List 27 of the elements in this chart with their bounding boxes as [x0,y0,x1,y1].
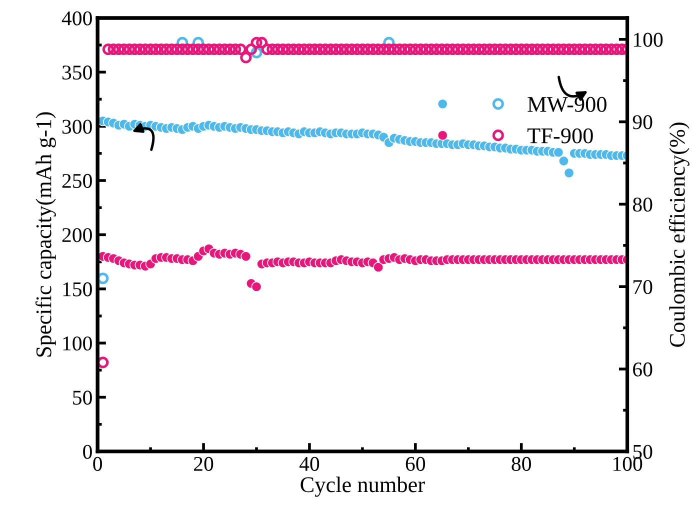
x-tick-label: 100 [614,456,642,471]
y2-tick-label: 70 [634,280,652,294]
y2-tick-label: 90 [632,115,652,130]
y-axis-title: Specific capacity(mAh g-1) [35,112,56,357]
y2-tick-label: 80 [632,198,652,212]
x-tick-label: 40 [299,456,320,471]
y-tick-label: 400 [62,11,92,26]
y-tick-label: 200 [62,228,92,242]
y-tick-label: 50 [73,390,92,405]
y2-tick-label: 100 [634,32,663,47]
y2-axis-title: Coulombic efficiency(%) [668,122,690,347]
y-tick-label: 300 [62,120,92,134]
point [98,272,109,284]
x-tick-label: 80 [512,456,531,471]
y-tick-label: 100 [63,336,92,350]
legend-label: TF-900 [527,128,593,144]
x-tick-label: 20 [194,456,214,471]
x-axis-title: Cycle number [300,476,425,497]
x-tick-label: 0 [93,456,102,471]
y2-tick-label: 60 [633,362,652,376]
y-tick-label: 0 [83,444,92,459]
legend-label: MW-900 [528,96,606,112]
y-tick-label: 150 [63,282,92,296]
x-tick-label: 60 [406,456,426,471]
y2-tick-label: 50 [633,444,652,459]
y-tick-label: 350 [62,66,92,80]
y-tick-label: 250 [62,174,92,188]
